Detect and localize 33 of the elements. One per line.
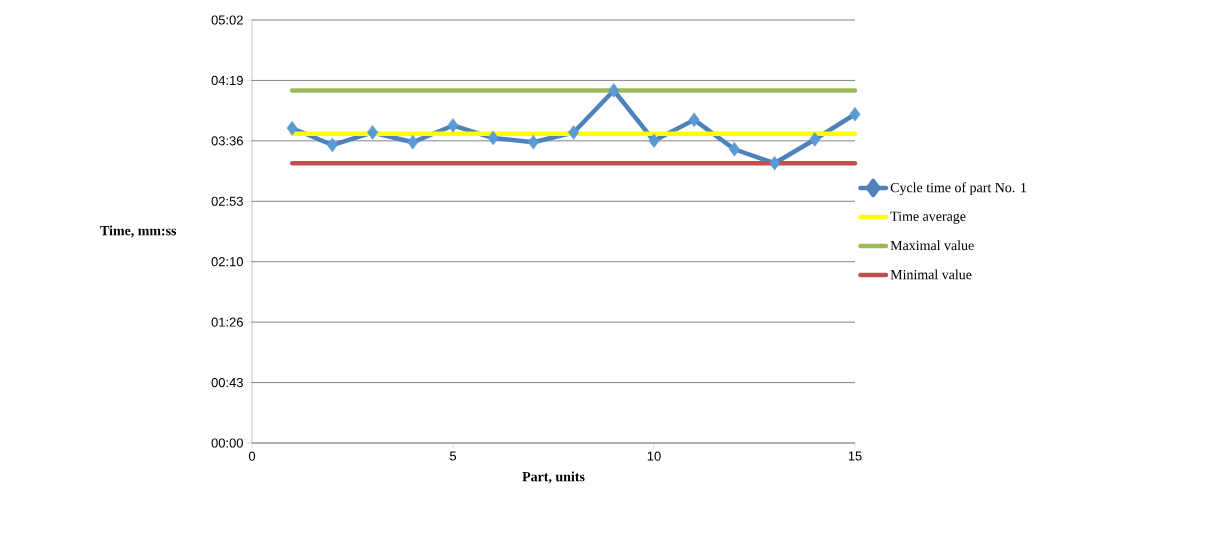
y-axis-title: Time, mm:ss xyxy=(100,225,177,238)
point xyxy=(527,135,539,150)
x-tick-label: 5 xyxy=(449,451,457,461)
y-tick-label: 01:26 xyxy=(211,317,243,327)
y-tick-label: 02:53 xyxy=(211,196,243,206)
point xyxy=(487,130,499,146)
y-tick-label: 00:00 xyxy=(211,438,243,448)
y-tick-label: 03:36 xyxy=(211,136,243,146)
point xyxy=(447,118,459,133)
point xyxy=(688,112,700,128)
y-tick-label: 00:43 xyxy=(211,377,243,388)
point xyxy=(568,125,580,140)
x-tick-label: 10 xyxy=(647,451,661,461)
point xyxy=(367,125,379,140)
point xyxy=(326,137,338,153)
legend-label: Minimal value xyxy=(890,269,972,280)
x-tick-label: 0 xyxy=(248,451,256,461)
legend-label: Time average xyxy=(890,211,966,224)
x-tick-label: 15 xyxy=(848,451,862,461)
point xyxy=(608,83,620,98)
point xyxy=(849,107,861,122)
y-tick-label: 05:02 xyxy=(211,15,243,25)
legend-label: Maximal value xyxy=(890,240,974,251)
x-axis-title: Part, units xyxy=(522,471,585,484)
point xyxy=(728,142,740,157)
point xyxy=(769,156,781,171)
point xyxy=(286,121,298,136)
point xyxy=(407,135,419,150)
legend-label: Cycle time of part No. 1 xyxy=(890,182,1027,196)
point xyxy=(809,132,821,147)
y-tick-label: 04:19 xyxy=(211,75,243,86)
y-tick-label: 02:10 xyxy=(211,257,243,267)
point xyxy=(648,133,660,149)
